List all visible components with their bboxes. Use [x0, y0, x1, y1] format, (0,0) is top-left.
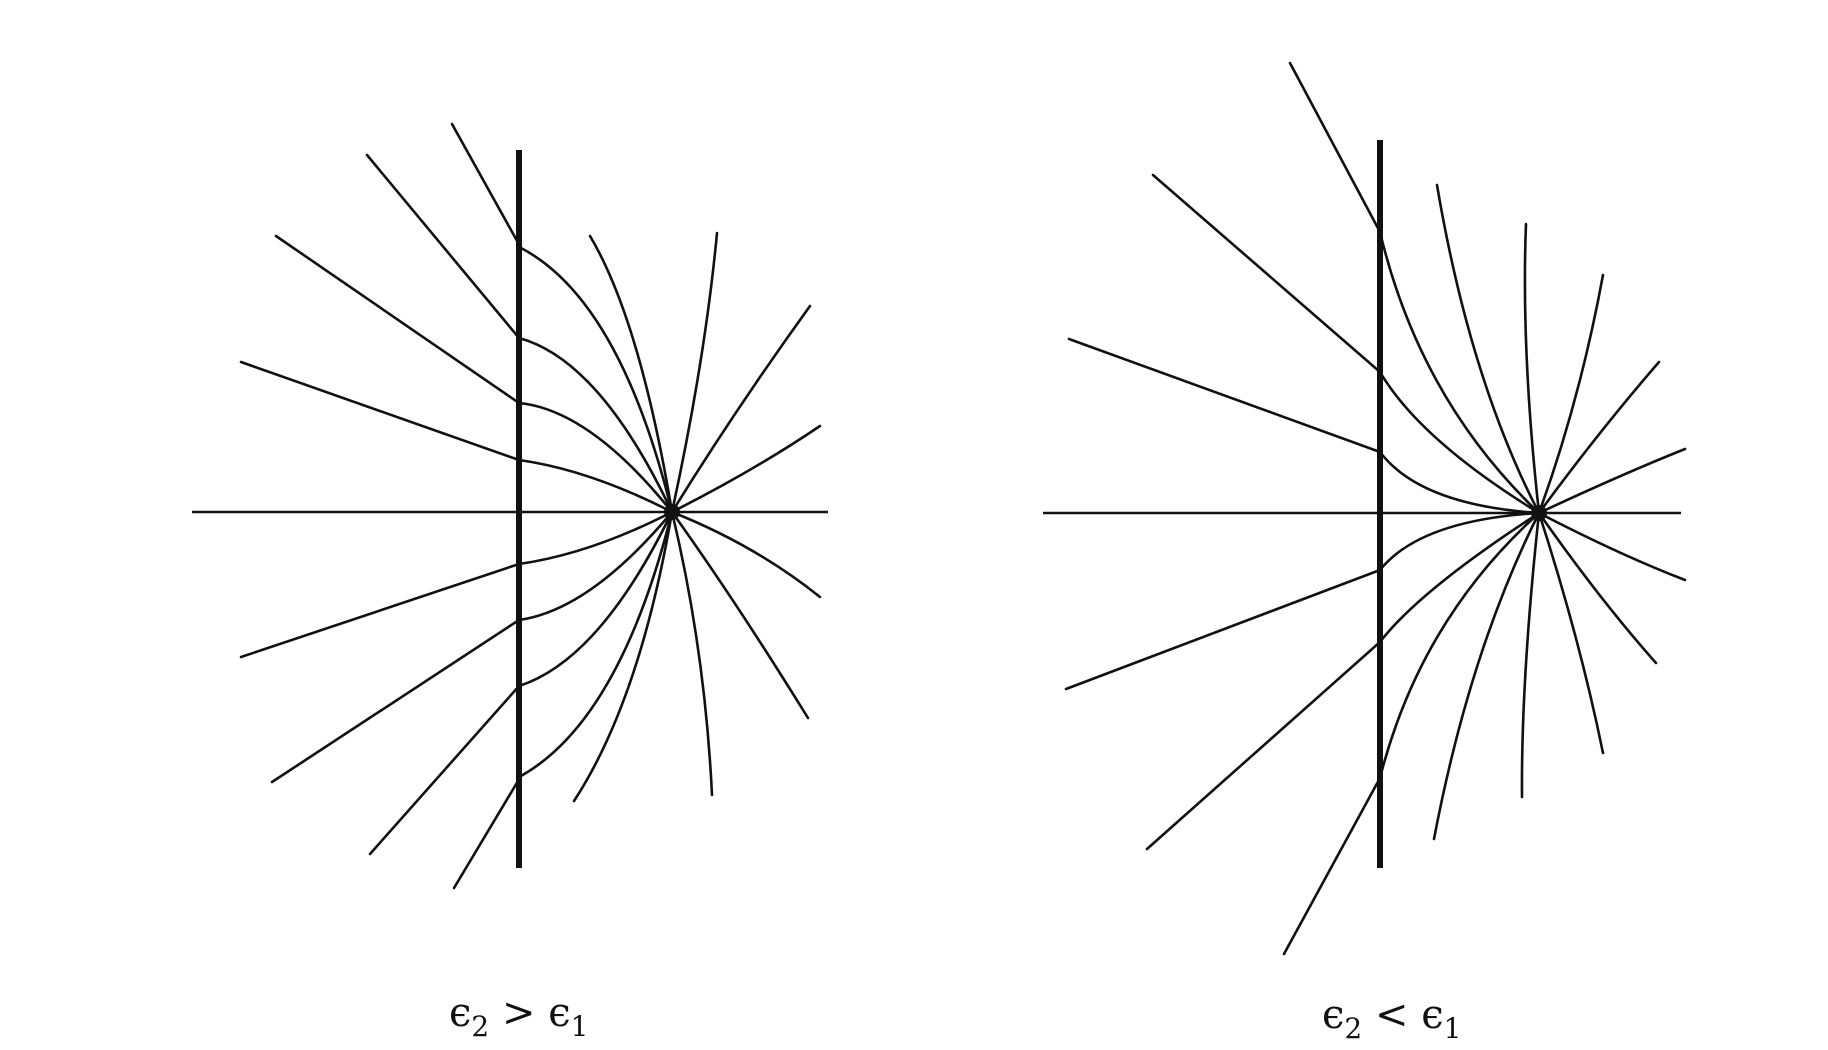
field-line: [670, 231, 719, 514]
field-line: [239, 510, 674, 659]
caption-left-sub-b: 1: [570, 1010, 589, 1043]
field-lines-left: [239, 122, 822, 890]
field-line: [670, 510, 822, 599]
field-line: [670, 304, 812, 514]
field-line: [1523, 222, 1541, 515]
caption-right-sub-a: 2: [1344, 1012, 1363, 1045]
field-line: [1064, 511, 1541, 691]
field-line: [1282, 511, 1541, 956]
field-line: [239, 360, 674, 514]
panel-right: [1043, 61, 1687, 956]
field-line: [452, 510, 674, 890]
caption-left-sub-a: 2: [471, 1010, 490, 1043]
caption-right-relation: <: [1362, 992, 1422, 1038]
field-line: [1537, 511, 1658, 665]
field-line: [670, 424, 822, 514]
field-line: [368, 510, 674, 856]
field-line: [450, 122, 674, 514]
field-line: [1435, 183, 1541, 515]
point-charge-right: [1531, 505, 1547, 521]
field-line: [1432, 511, 1541, 841]
field-line: [1067, 337, 1541, 515]
field-line: [588, 234, 674, 514]
caption-left-eps-a: ϵ: [449, 990, 472, 1036]
field-lines-right: [1064, 61, 1687, 956]
point-charge-left: [664, 504, 680, 520]
field-line: [1520, 511, 1541, 799]
caption-left-eps-b: ϵ: [548, 990, 571, 1036]
field-line: [1537, 511, 1687, 582]
field-line: [670, 510, 714, 797]
field-line: [1537, 511, 1605, 755]
field-line: [1145, 511, 1541, 851]
field-line: [1537, 360, 1661, 515]
field-line: [270, 510, 674, 784]
field-line: [670, 510, 810, 720]
field-line: [1288, 61, 1541, 515]
field-line: [1151, 173, 1541, 515]
field-line: [274, 234, 674, 514]
caption-right-sub-b: 1: [1443, 1012, 1462, 1045]
caption-left: ϵ2 > ϵ1: [449, 990, 588, 1043]
panel-left: [192, 122, 828, 890]
caption-right-eps-a: ϵ: [1322, 992, 1345, 1038]
caption-left-relation: >: [489, 990, 549, 1036]
field-line: [365, 153, 674, 514]
field-line: [1537, 273, 1605, 515]
caption-right-eps-b: ϵ: [1421, 992, 1444, 1038]
field-line: [572, 510, 674, 803]
caption-right: ϵ2 < ϵ1: [1322, 992, 1461, 1045]
field-line: [1537, 447, 1687, 515]
